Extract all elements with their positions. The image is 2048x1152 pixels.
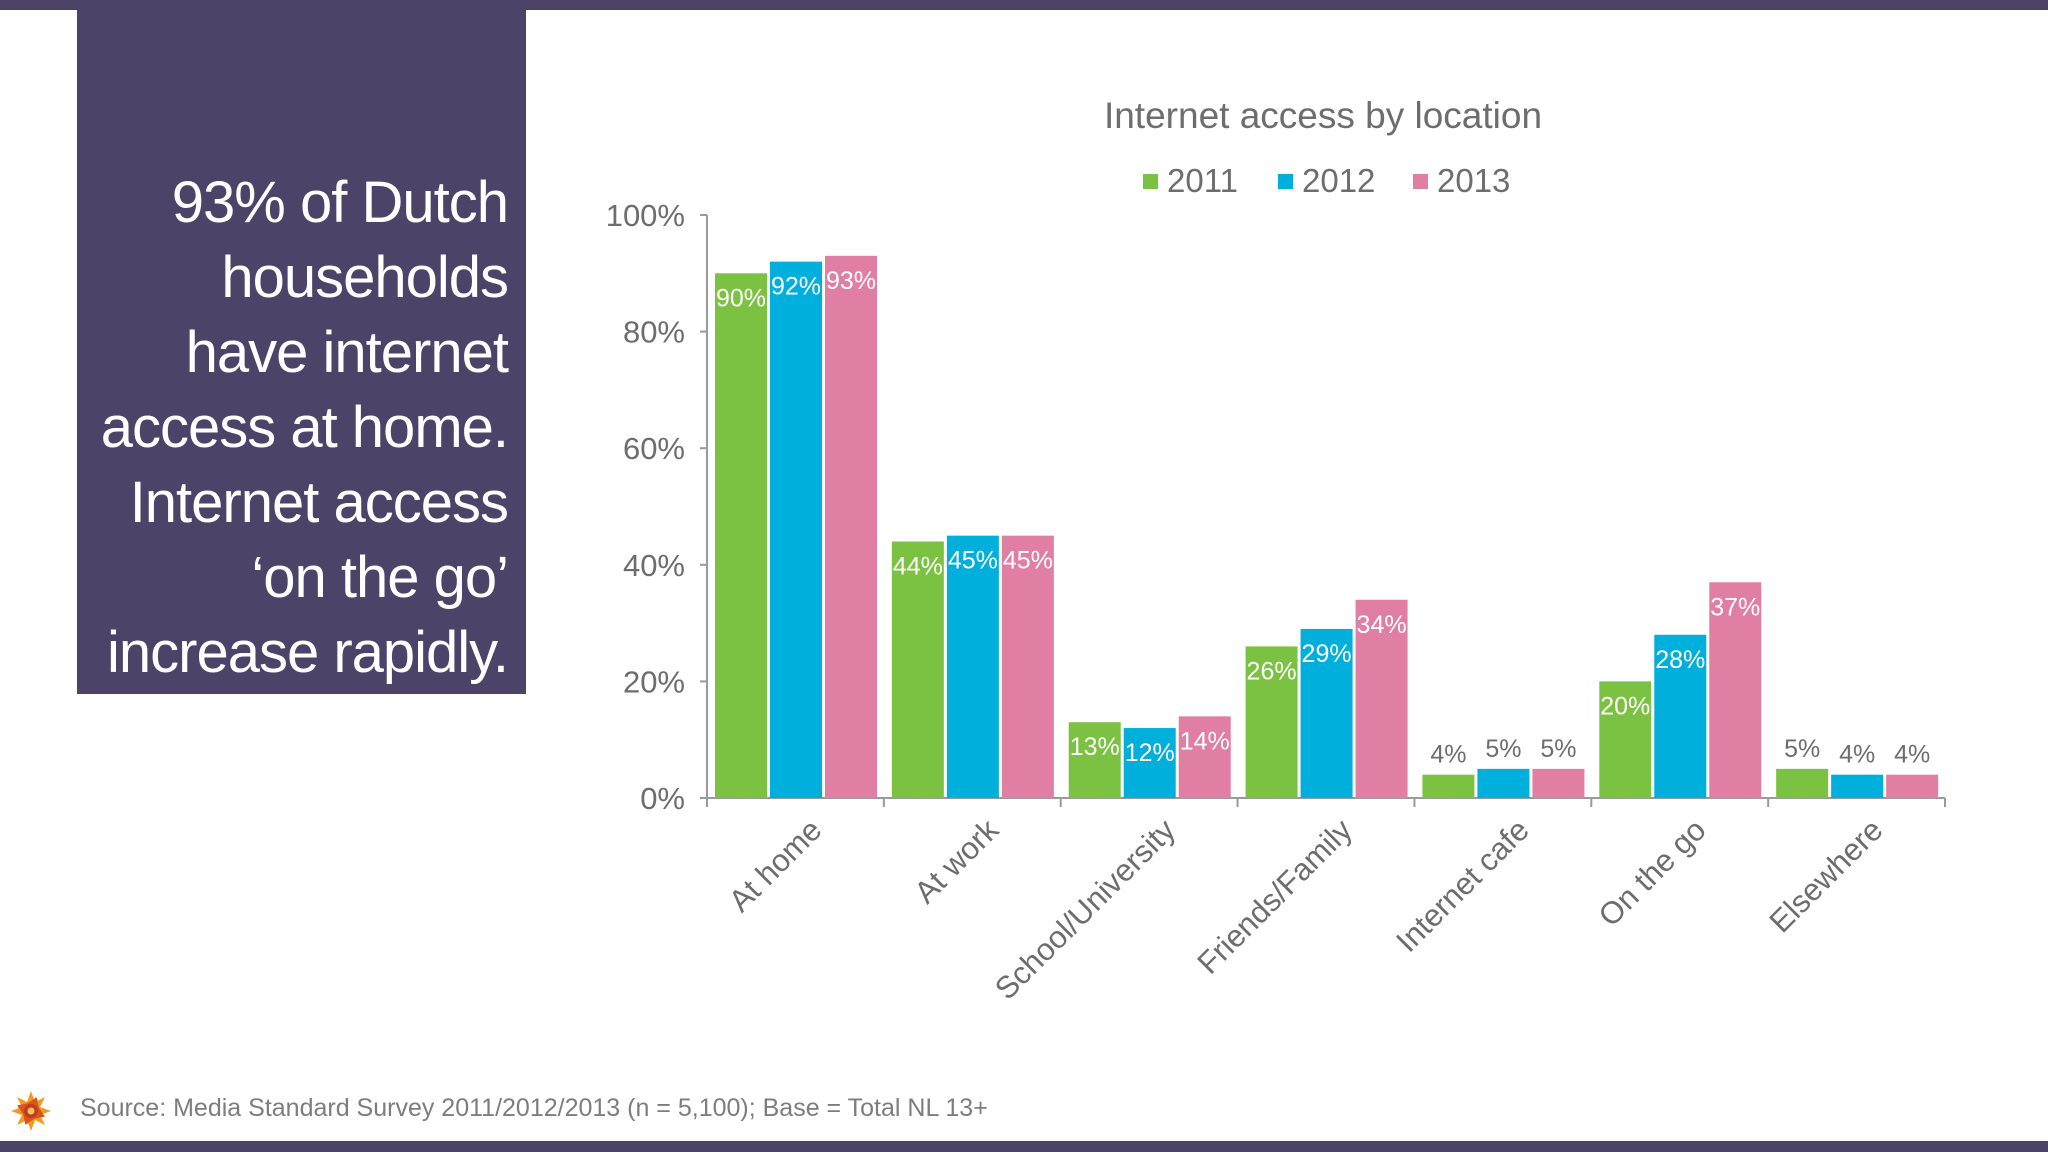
y-tick-label: 0% (640, 781, 685, 816)
chart-title: Internet access by location (1104, 95, 1542, 136)
x-category-label: Friends/Family (1190, 812, 1359, 981)
x-category-label: At work (907, 812, 1005, 910)
headline-line: have internet (185, 320, 509, 385)
data-label: 4% (1839, 741, 1875, 769)
legend-swatch (1278, 174, 1293, 189)
bar-chart: Internet access by location 2011 2012 2013 0… (606, 95, 1946, 1006)
bar (1776, 768, 1829, 798)
bar (1532, 768, 1585, 798)
headline-line: access at home. (100, 395, 509, 460)
headline-line: increase rapidly. (106, 620, 509, 685)
bar (770, 261, 822, 798)
y-tick-label: 60% (623, 431, 685, 466)
x-category-label: On the go (1592, 812, 1713, 933)
sun-logo-icon (11, 1091, 51, 1131)
data-label: 4% (1430, 741, 1466, 769)
bar (1123, 728, 1176, 798)
bar (1654, 634, 1707, 798)
legend-label: 2013 (1437, 162, 1510, 199)
bar (891, 541, 944, 798)
top-frame-bar (0, 0, 2048, 10)
data-label: 37% (1710, 593, 1760, 621)
data-label: 5% (1784, 735, 1820, 763)
x-category-label: School/University (988, 812, 1182, 1006)
data-label: 5% (1540, 735, 1576, 763)
bar (825, 255, 877, 798)
bar (1245, 646, 1298, 798)
bar (1355, 599, 1408, 798)
data-label: 4% (1894, 741, 1930, 769)
bar (1477, 768, 1530, 798)
x-category-label: Elsewhere (1762, 812, 1889, 939)
y-tick-label: 40% (623, 548, 685, 583)
bar (1831, 774, 1884, 798)
legend-label: 2011 (1167, 162, 1238, 199)
bar (1001, 535, 1054, 798)
bar (1300, 628, 1353, 798)
data-label: 45% (1003, 547, 1053, 575)
legend-swatch (1413, 174, 1428, 189)
data-label: 5% (1485, 735, 1521, 763)
headline-line: households (221, 245, 509, 310)
y-tick-label: 20% (623, 664, 685, 699)
data-label: 92% (771, 273, 821, 301)
data-label: 93% (826, 267, 876, 295)
data-label: 28% (1655, 646, 1705, 674)
headline-line: Internet access (129, 470, 509, 535)
legend-swatch (1143, 174, 1158, 189)
data-label: 90% (716, 284, 766, 312)
data-label: 26% (1247, 657, 1297, 685)
bar (1422, 774, 1475, 798)
bar (1599, 681, 1652, 798)
bar (1709, 582, 1762, 798)
data-label: 12% (1125, 739, 1175, 767)
data-label: 20% (1600, 692, 1650, 720)
x-category-label: At home (722, 812, 828, 918)
bar (715, 273, 767, 798)
data-label: 34% (1357, 611, 1407, 639)
data-label: 14% (1180, 727, 1230, 755)
bar (946, 535, 999, 798)
bar (1068, 722, 1121, 798)
data-label: 45% (948, 547, 998, 575)
data-label: 13% (1070, 733, 1120, 761)
x-category-label: Internet cafe (1389, 812, 1536, 959)
headline-line: 93% of Dutch (171, 170, 509, 235)
source-note: Source: Media Standard Survey 2011/2012/… (80, 1094, 988, 1122)
headline-line: ‘on the go’ (251, 545, 509, 610)
legend-label: 2012 (1302, 162, 1375, 199)
data-label: 44% (893, 552, 943, 580)
y-tick-label: 100% (606, 198, 685, 233)
bar (1178, 716, 1231, 798)
headline-panel: 93% of Dutch households have internet ac… (77, 10, 526, 694)
y-tick-label: 80% (623, 315, 685, 350)
bottom-frame-bar (0, 1141, 2048, 1152)
bar (1886, 774, 1939, 798)
data-label: 29% (1302, 640, 1352, 668)
